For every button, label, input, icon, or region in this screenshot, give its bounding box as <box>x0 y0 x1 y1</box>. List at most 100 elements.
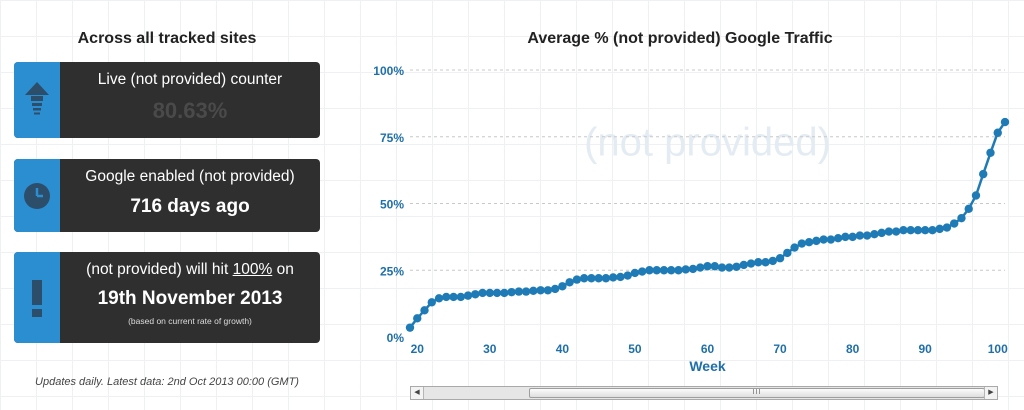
data-point <box>761 258 770 267</box>
data-point <box>521 287 531 296</box>
data-point <box>420 306 429 315</box>
data-point <box>971 191 981 200</box>
projection-label: (not provided) will hit 100% on <box>60 261 320 279</box>
live-counter-label: Live (not provided) counter <box>97 71 283 88</box>
data-point <box>434 294 444 303</box>
arrow-up-icon <box>14 62 60 138</box>
data-point <box>913 226 923 235</box>
data-point <box>1000 117 1010 127</box>
data-point <box>950 219 959 228</box>
data-point <box>463 291 473 300</box>
data-point <box>964 204 973 214</box>
y-tick-label: 0% <box>387 331 405 345</box>
data-point <box>783 248 792 258</box>
data-point <box>652 266 661 275</box>
x-tick-label: 80 <box>846 342 860 356</box>
data-point <box>637 267 647 276</box>
data-point <box>790 243 799 252</box>
y-tick-label: 100% <box>373 64 404 78</box>
chart-watermark: (not provided) <box>584 120 831 164</box>
projection-label-percent: 100% <box>232 261 273 278</box>
data-point <box>725 263 734 272</box>
data-point <box>688 264 698 274</box>
data-point <box>674 266 683 275</box>
data-point <box>812 236 821 246</box>
data-point <box>739 260 748 270</box>
x-tick-label: 90 <box>919 342 933 356</box>
clock-icon <box>14 159 60 232</box>
data-point <box>848 232 857 242</box>
data-point <box>478 288 487 298</box>
data-point <box>667 266 676 275</box>
data-point <box>906 226 915 235</box>
projection-date: 19th November 2013 <box>97 288 283 309</box>
data-point <box>986 148 995 157</box>
google-enabled-card: Google enabled (not provided) 716 days a… <box>14 159 320 232</box>
data-point <box>471 290 480 299</box>
data-point <box>630 268 640 278</box>
data-point <box>413 314 422 323</box>
data-point <box>768 256 778 266</box>
data-point <box>492 288 502 298</box>
chart-scrollbar[interactable]: ◀ III ▶ <box>410 386 998 400</box>
data-point <box>565 278 574 287</box>
data-point <box>870 230 879 239</box>
data-point <box>449 292 458 302</box>
x-tick-label: 40 <box>556 342 570 356</box>
data-point <box>826 235 836 244</box>
scroll-left-button[interactable]: ◀ <box>411 387 424 399</box>
data-point <box>681 265 690 274</box>
data-point <box>558 282 567 291</box>
data-point <box>579 274 589 283</box>
data-point <box>659 266 669 275</box>
data-point <box>877 228 886 238</box>
x-tick-label: 20 <box>411 342 425 356</box>
data-point <box>442 292 451 302</box>
update-footnote: Updates daily. Latest data: 2nd Oct 2013… <box>35 376 299 388</box>
scroll-right-button[interactable]: ▶ <box>984 387 997 399</box>
y-tick-label: 50% <box>380 198 404 212</box>
data-point <box>594 274 603 283</box>
data-point <box>942 223 952 232</box>
live-counter-value: 80.63% <box>152 98 228 123</box>
data-point <box>754 258 763 267</box>
x-tick-label: 100 <box>988 342 1008 356</box>
data-point <box>884 227 894 236</box>
data-point <box>485 288 495 298</box>
data-point <box>899 226 908 235</box>
data-point <box>935 224 944 234</box>
data-point <box>456 292 465 302</box>
data-point <box>616 272 625 282</box>
projection-label-pre: (not provided) will hit <box>86 261 233 278</box>
google-enabled-label: Google enabled (not provided) <box>85 168 295 185</box>
traffic-line-chart: (not provided) 0% 25% 50% 75% 100% 20 30 40 50 60 7… <box>373 64 1010 374</box>
projection-card: (not provided) will hit 100% on 19th Nov… <box>14 252 320 343</box>
y-tick-label: 75% <box>380 131 404 145</box>
data-point <box>804 238 814 247</box>
data-point <box>601 274 611 283</box>
data-point <box>819 235 828 244</box>
data-point <box>623 271 632 280</box>
data-point <box>891 227 901 236</box>
y-tick-label: 25% <box>380 264 404 278</box>
data-point <box>703 262 712 271</box>
data-point <box>529 286 538 296</box>
data-point <box>993 128 1002 137</box>
scroll-thumb[interactable]: III <box>529 388 985 398</box>
data-point <box>550 284 560 294</box>
data-point <box>920 226 930 235</box>
left-panel-title: Across all tracked sites <box>77 30 257 47</box>
data-point <box>507 287 516 297</box>
x-tick-label: 70 <box>773 342 787 356</box>
data-point <box>833 234 843 243</box>
data-point <box>862 231 872 240</box>
projection-label-post: on <box>272 261 294 278</box>
exclamation-icon <box>14 252 60 343</box>
data-point <box>536 286 545 295</box>
data-point <box>710 262 719 271</box>
data-point <box>500 288 509 298</box>
data-point <box>979 169 988 179</box>
data-point <box>797 239 807 248</box>
projection-note: (based on current rate of growth) <box>128 316 252 326</box>
x-tick-label: 50 <box>628 342 642 356</box>
